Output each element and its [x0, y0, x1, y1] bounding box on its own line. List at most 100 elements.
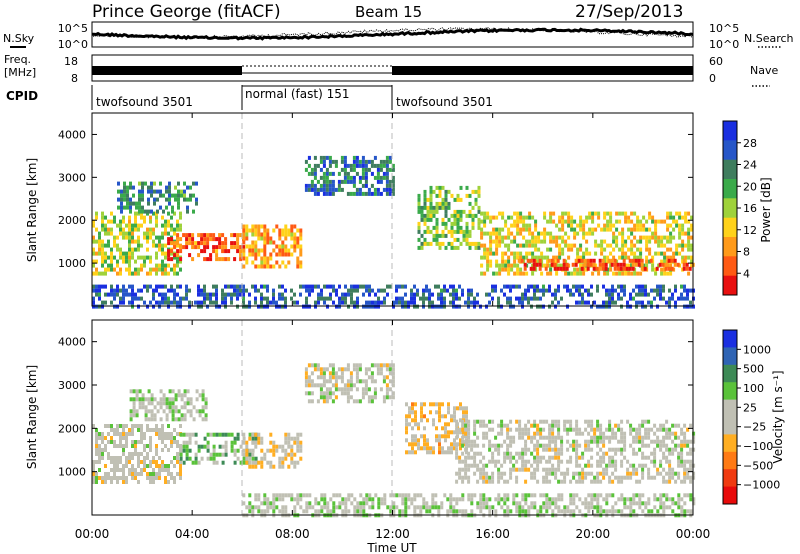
heatmap-cell — [95, 436, 98, 440]
heatmap-cell — [447, 402, 450, 407]
heatmap-cell — [395, 300, 398, 305]
heatmap-cell — [355, 363, 359, 368]
heatmap-cell — [596, 288, 599, 293]
heatmap-cell — [408, 450, 411, 455]
heatmap-cell — [533, 475, 537, 480]
heatmap-cell — [119, 424, 122, 428]
heatmap-cell — [483, 247, 487, 252]
heatmap-cell — [599, 509, 603, 514]
heatmap-cell — [116, 464, 119, 468]
heatmap-cell — [313, 183, 317, 188]
heatmap-cell — [656, 304, 659, 309]
heatmap-cell — [554, 435, 558, 440]
heatmap-cell — [414, 402, 417, 407]
heatmap-cell — [161, 271, 164, 276]
heatmap-cell — [668, 471, 672, 476]
heatmap-cell — [328, 391, 332, 396]
heatmap-cell — [281, 497, 285, 502]
heatmap-cell — [164, 223, 167, 228]
heatmap-cell — [477, 217, 481, 222]
heatmap-cell — [551, 439, 555, 444]
colorbar-swatch — [723, 399, 737, 418]
heatmap-cell — [116, 288, 119, 293]
heatmap-cell — [404, 509, 408, 514]
heatmap-cell — [620, 493, 624, 498]
heatmap-cell — [116, 292, 119, 297]
heatmap-cell — [410, 497, 414, 502]
heatmap-cell — [590, 447, 594, 452]
heatmap-cell — [179, 460, 182, 464]
heatmap-cell — [429, 410, 432, 415]
heatmap-cell — [488, 419, 492, 424]
heatmap-cell — [608, 509, 612, 514]
heatmap-cell — [575, 439, 579, 444]
heatmap-cell — [456, 213, 460, 218]
heatmap-cell — [379, 387, 383, 392]
heatmap-cell — [341, 497, 345, 502]
heatmap-cell — [203, 233, 207, 238]
heatmap-cell — [549, 219, 553, 224]
heatmap-cell — [569, 455, 573, 460]
heatmap-cell — [614, 501, 618, 506]
colorbar-tick-label: −25 — [743, 421, 766, 434]
heatmap-cell — [449, 300, 452, 305]
colorbar-frame — [722, 329, 738, 505]
heatmap-cell — [98, 235, 101, 240]
heatmap-cell — [150, 189, 153, 194]
heatmap-cell — [542, 447, 546, 452]
heatmap-cell — [322, 399, 326, 404]
heatmap-cell — [545, 471, 549, 476]
heatmap-cell — [471, 221, 475, 226]
heatmap-cell — [180, 405, 184, 410]
heatmap-cell — [296, 436, 300, 441]
heatmap-cell — [441, 221, 445, 226]
heatmap-cell — [434, 501, 438, 506]
heatmap-cell — [293, 464, 297, 469]
heatmap-cell — [552, 239, 556, 244]
heatmap-cell — [620, 459, 624, 464]
heatmap-cell — [113, 235, 116, 240]
heatmap-cell — [465, 193, 469, 198]
heatmap-cell — [221, 292, 224, 297]
heatmap-cell — [497, 467, 501, 472]
heatmap-cell — [355, 371, 359, 376]
heatmap-cell — [254, 505, 258, 510]
heatmap-cell — [450, 213, 454, 218]
heatmap-cell — [176, 292, 179, 297]
heatmap-cell — [510, 263, 514, 268]
heatmap-cell — [182, 245, 186, 250]
heatmap-cell — [564, 211, 568, 216]
heatmap-cell — [95, 288, 98, 293]
heatmap-cell — [536, 284, 539, 289]
heatmap-cell — [183, 413, 187, 418]
heatmap-cell — [692, 463, 696, 468]
heatmap-cell — [352, 367, 356, 372]
heatmap-cell — [185, 296, 188, 301]
heatmap-cell — [497, 447, 501, 452]
heatmap-cell — [141, 197, 144, 202]
heatmap-cell — [638, 479, 642, 484]
heatmap-cell — [104, 292, 107, 297]
heatmap-cell — [284, 232, 288, 237]
power-ylabel: Slant Range [km] — [25, 158, 39, 262]
heatmap-cell — [380, 300, 383, 305]
heatmap-cell — [671, 497, 675, 502]
heatmap-cell — [441, 201, 445, 206]
heatmap-cell — [566, 284, 569, 289]
heatmap-cell — [530, 304, 533, 309]
heatmap-cell — [263, 509, 267, 514]
heatmap-cell — [521, 447, 525, 452]
heatmap-cell — [653, 451, 657, 456]
heatmap-cell — [653, 288, 656, 293]
heatmap-cell — [453, 438, 456, 443]
heatmap-cell — [666, 227, 670, 232]
heatmap-cell — [179, 245, 183, 250]
heatmap-cell — [284, 432, 288, 437]
colorbar-swatch — [723, 217, 737, 238]
heatmap-cell — [441, 426, 444, 431]
heatmap-cell — [143, 448, 146, 452]
heatmap-cell — [125, 480, 128, 484]
heatmap-cell — [101, 452, 104, 456]
heatmap-cell — [113, 267, 116, 272]
heatmap-cell — [459, 185, 463, 190]
